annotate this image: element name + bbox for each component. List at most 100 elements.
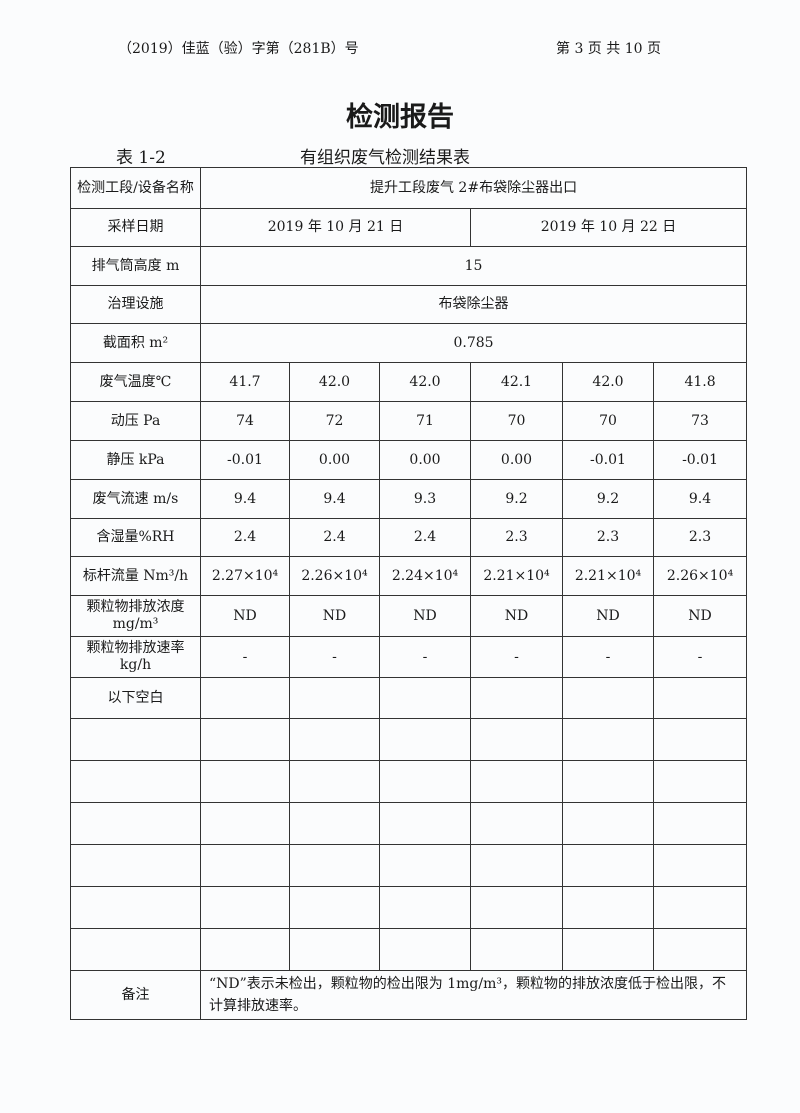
row-label: 颗粒物排放浓度 mg/m³ bbox=[70, 595, 201, 637]
area-value: 0.785 bbox=[199, 323, 748, 363]
cell-value: 71 bbox=[379, 401, 471, 441]
facility-value: 布袋除尘器 bbox=[199, 285, 748, 324]
empty-cell bbox=[70, 718, 201, 761]
cell-value: 2.4 bbox=[379, 518, 471, 557]
table-number: 表 1-2 bbox=[116, 148, 166, 168]
cell-value: 2.3 bbox=[470, 518, 563, 557]
cell-value: - bbox=[200, 636, 290, 678]
cell-value: 42.0 bbox=[379, 362, 471, 402]
empty-cell bbox=[652, 928, 748, 971]
cell-value: 70 bbox=[470, 401, 563, 441]
cell-value: 74 bbox=[200, 401, 290, 441]
empty-cell bbox=[70, 886, 201, 929]
empty-cell bbox=[70, 928, 201, 971]
cell-value: - bbox=[562, 636, 654, 678]
cell-value: ND bbox=[289, 595, 380, 637]
empty-cell bbox=[200, 760, 290, 803]
cell-value: 70 bbox=[562, 401, 654, 441]
row-label: 静压 kPa bbox=[70, 440, 201, 480]
table-row: 含湿量%RH 2.4 2.4 2.4 2.3 2.3 2.3 bbox=[70, 518, 748, 557]
height-value: 15 bbox=[199, 246, 748, 286]
cell-value: - bbox=[652, 636, 748, 678]
cell-value: 2.3 bbox=[652, 518, 748, 557]
cell-value: 9.3 bbox=[379, 479, 471, 519]
cell-value: 42.0 bbox=[289, 362, 380, 402]
table-row bbox=[70, 844, 748, 887]
empty-cell bbox=[379, 802, 471, 845]
empty-cell bbox=[652, 677, 748, 719]
empty-cell bbox=[289, 928, 380, 971]
empty-cell bbox=[289, 886, 380, 929]
empty-cell bbox=[652, 802, 748, 845]
table-row: 颗粒物排放速率 kg/h - - - - - - bbox=[70, 636, 748, 678]
report-title: 检测报告 bbox=[346, 102, 454, 133]
cell-value: 2.26×10⁴ bbox=[652, 556, 748, 596]
cell-value: 0.00 bbox=[379, 440, 471, 480]
cell-value: 9.2 bbox=[470, 479, 563, 519]
cell-value: 41.8 bbox=[652, 362, 748, 402]
table-row: 治理设施 布袋除尘器 bbox=[70, 285, 748, 324]
row-label: 废气温度℃ bbox=[70, 362, 201, 402]
empty-cell bbox=[379, 677, 471, 719]
cell-value: 2.3 bbox=[562, 518, 654, 557]
cell-value: ND bbox=[562, 595, 654, 637]
page-number: 第 3 页 共 10 页 bbox=[556, 41, 661, 57]
table-row bbox=[70, 718, 748, 761]
empty-cell bbox=[379, 928, 471, 971]
cell-value: ND bbox=[652, 595, 748, 637]
empty-cell bbox=[200, 718, 290, 761]
cell-value: ND bbox=[379, 595, 471, 637]
cell-value: ND bbox=[200, 595, 290, 637]
document-number: （2019）佳蓝（验）字第（281B）号 bbox=[118, 41, 359, 57]
empty-cell bbox=[200, 844, 290, 887]
cell-value: -0.01 bbox=[200, 440, 290, 480]
empty-cell bbox=[200, 886, 290, 929]
cell-value: - bbox=[289, 636, 380, 678]
cell-value: 42.1 bbox=[470, 362, 563, 402]
cell-value: 0.00 bbox=[470, 440, 563, 480]
cell-value: 9.4 bbox=[652, 479, 748, 519]
blank-label: 以下空白 bbox=[70, 677, 201, 719]
empty-cell bbox=[562, 928, 654, 971]
empty-cell bbox=[470, 802, 563, 845]
empty-cell bbox=[652, 718, 748, 761]
empty-cell bbox=[652, 760, 748, 803]
cell-value: 9.4 bbox=[289, 479, 380, 519]
cell-value: - bbox=[379, 636, 471, 678]
empty-cell bbox=[70, 802, 201, 845]
row-label: 治理设施 bbox=[70, 285, 201, 324]
row-label: 含湿量%RH bbox=[70, 518, 201, 557]
empty-cell bbox=[379, 760, 471, 803]
table-row: 采样日期 2019 年 10 月 21 日 2019 年 10 月 22 日 bbox=[70, 208, 748, 247]
remark-text: “ND”表示未检出，颗粒物的检出限为 1mg/m³，颗粒物的排放浓度低于检出限，… bbox=[199, 970, 748, 1020]
cell-value: 73 bbox=[652, 401, 748, 441]
table-row: 以下空白 bbox=[70, 677, 748, 719]
table-row: 颗粒物排放浓度 mg/m³ ND ND ND ND ND ND bbox=[70, 595, 748, 637]
empty-cell bbox=[562, 886, 654, 929]
empty-cell bbox=[289, 760, 380, 803]
empty-cell bbox=[562, 760, 654, 803]
cell-value: 72 bbox=[289, 401, 380, 441]
empty-cell bbox=[470, 886, 563, 929]
empty-cell bbox=[70, 760, 201, 803]
table-row: 截面积 m² 0.785 bbox=[70, 323, 748, 363]
empty-cell bbox=[289, 844, 380, 887]
cell-value: 42.0 bbox=[562, 362, 654, 402]
date-2: 2019 年 10 月 22 日 bbox=[469, 208, 748, 247]
cell-value: 2.26×10⁴ bbox=[289, 556, 380, 596]
cell-value: 2.27×10⁴ bbox=[200, 556, 290, 596]
cell-value: 9.2 bbox=[562, 479, 654, 519]
cell-value: -0.01 bbox=[652, 440, 748, 480]
row-label: 截面积 m² bbox=[70, 323, 201, 363]
empty-cell bbox=[470, 928, 563, 971]
cell-value: -0.01 bbox=[562, 440, 654, 480]
empty-cell bbox=[200, 802, 290, 845]
table-row: 备注 “ND”表示未检出，颗粒物的检出限为 1mg/m³，颗粒物的排放浓度低于检出… bbox=[70, 970, 748, 1020]
table-row: 排气筒高度 m 15 bbox=[70, 246, 748, 286]
table-row: 标杆流量 Nm³/h 2.27×10⁴ 2.26×10⁴ 2.24×10⁴ 2.21×1… bbox=[70, 556, 748, 596]
row-label: 采样日期 bbox=[70, 208, 201, 247]
table-row bbox=[70, 760, 748, 803]
table-row: 静压 kPa -0.01 0.00 0.00 0.00 -0.01 -0.01 bbox=[70, 440, 748, 480]
empty-cell bbox=[562, 844, 654, 887]
empty-cell bbox=[289, 677, 380, 719]
